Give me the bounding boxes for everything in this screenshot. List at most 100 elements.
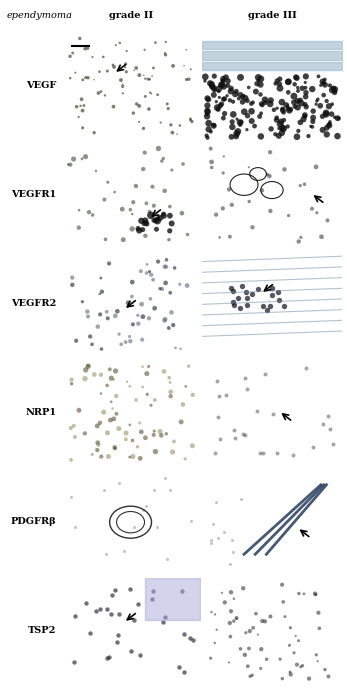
Point — [232, 433, 238, 444]
Point — [144, 268, 149, 279]
Point — [120, 78, 126, 89]
Point — [295, 96, 301, 107]
Point — [293, 72, 299, 83]
Point — [246, 162, 252, 173]
Point — [268, 123, 274, 134]
Point — [81, 100, 87, 111]
Point — [149, 593, 154, 604]
Point — [90, 52, 95, 63]
Point — [221, 151, 227, 162]
Point — [94, 444, 100, 455]
Point — [112, 584, 118, 595]
Point — [211, 120, 217, 131]
Point — [249, 288, 254, 299]
Point — [267, 98, 273, 109]
Point — [329, 98, 335, 109]
Point — [318, 80, 323, 91]
Point — [83, 72, 88, 83]
Point — [291, 647, 297, 658]
Point — [168, 391, 174, 402]
Point — [229, 116, 235, 127]
Point — [85, 311, 91, 322]
Point — [168, 387, 174, 398]
Point — [166, 234, 172, 245]
Point — [123, 427, 129, 438]
Point — [102, 194, 107, 205]
Point — [280, 105, 286, 116]
Point — [104, 380, 110, 391]
Point — [327, 116, 333, 127]
Point — [296, 96, 302, 107]
Point — [303, 101, 309, 112]
Point — [180, 158, 186, 169]
Point — [163, 36, 169, 47]
Point — [222, 94, 227, 105]
Point — [123, 336, 128, 347]
Point — [206, 94, 211, 105]
Point — [157, 213, 163, 224]
Point — [79, 153, 85, 164]
Point — [129, 291, 135, 302]
Text: grade III: grade III — [248, 11, 297, 20]
Point — [162, 314, 168, 325]
Point — [312, 588, 318, 599]
Point — [103, 548, 109, 559]
Text: PDGFRβ: PDGFRβ — [10, 517, 56, 526]
Point — [322, 74, 328, 85]
Point — [97, 288, 102, 299]
Point — [311, 105, 316, 116]
Point — [321, 78, 326, 89]
Point — [217, 92, 222, 103]
Point — [138, 215, 144, 226]
Point — [288, 104, 294, 115]
Point — [295, 82, 301, 93]
Point — [140, 224, 145, 235]
Point — [71, 153, 76, 164]
Point — [280, 673, 285, 684]
Point — [211, 89, 217, 100]
Point — [142, 44, 147, 55]
Text: VEGF: VEGF — [26, 81, 56, 90]
Point — [244, 95, 250, 106]
Point — [69, 378, 74, 389]
Point — [234, 131, 239, 142]
Point — [212, 448, 218, 459]
Point — [127, 583, 133, 594]
Point — [163, 277, 168, 288]
Point — [291, 97, 297, 108]
Point — [214, 102, 220, 113]
Point — [146, 361, 151, 372]
Point — [281, 301, 287, 312]
Point — [69, 279, 75, 290]
Point — [329, 109, 335, 120]
Point — [253, 608, 259, 619]
Point — [225, 80, 230, 91]
Point — [208, 653, 213, 664]
Point — [90, 449, 95, 460]
Point — [152, 303, 158, 314]
Point — [145, 219, 150, 230]
Point — [227, 231, 232, 242]
Point — [72, 610, 78, 621]
Point — [226, 184, 232, 195]
Point — [212, 609, 218, 620]
Point — [264, 169, 270, 180]
Point — [109, 589, 115, 600]
Point — [290, 449, 296, 460]
Point — [259, 108, 264, 119]
Point — [322, 79, 328, 90]
Point — [326, 100, 332, 111]
Point — [221, 94, 226, 105]
Point — [143, 218, 149, 229]
Point — [298, 661, 304, 672]
Point — [250, 623, 256, 634]
Point — [282, 164, 287, 175]
Point — [98, 388, 104, 399]
Point — [97, 418, 103, 429]
Point — [243, 627, 248, 638]
Point — [107, 364, 113, 375]
Point — [113, 391, 119, 402]
Point — [122, 62, 128, 73]
Point — [235, 126, 241, 137]
Point — [273, 78, 278, 89]
